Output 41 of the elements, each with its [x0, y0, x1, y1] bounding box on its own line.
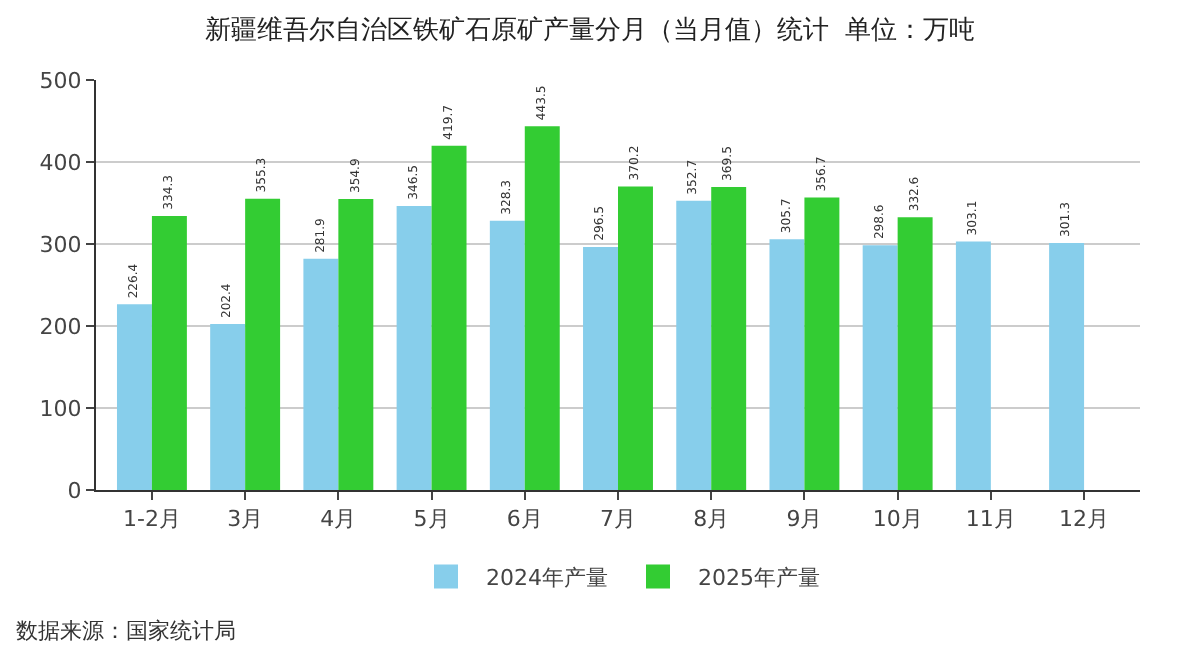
bar	[711, 187, 747, 490]
bar	[769, 239, 805, 490]
bar	[151, 215, 187, 490]
bar	[431, 145, 467, 490]
x-tick-label: 3月	[227, 506, 264, 533]
bar	[303, 258, 339, 490]
legend-label: 2024年产量	[486, 564, 608, 591]
bar	[955, 241, 991, 490]
bar	[116, 304, 152, 490]
x-tick-label: 1-2月	[122, 506, 181, 533]
bar	[396, 205, 432, 490]
bar	[210, 324, 246, 490]
x-tick-label: 12月	[1059, 506, 1110, 533]
bar	[245, 198, 281, 490]
y-tick-label: 400	[39, 149, 82, 176]
bar	[524, 126, 560, 490]
x-tick-label: 6月	[506, 506, 543, 533]
y-tick-label: 200	[39, 313, 82, 340]
bar	[1049, 242, 1085, 490]
chart-title: 新疆维吾尔自治区铁矿石原矿产量分月（当月值）统计 单位：万吨	[204, 16, 976, 46]
x-tick-label: 10月	[872, 506, 923, 533]
y-tick-label: 100	[39, 395, 82, 422]
bar	[897, 217, 933, 490]
x-tick-label: 9月	[786, 506, 823, 533]
bar	[338, 198, 374, 490]
bar	[676, 200, 712, 490]
bar	[618, 186, 653, 490]
bar	[862, 245, 898, 490]
x-tick-label: 11月	[965, 506, 1016, 533]
bar	[583, 246, 618, 490]
x-tick-label: 4月	[320, 506, 357, 533]
x-tick-label: 8月	[693, 506, 730, 533]
bar	[489, 220, 525, 490]
x-tick-label: 5月	[413, 506, 450, 533]
legend-label: 2025年产量	[698, 564, 820, 591]
bar	[804, 197, 840, 490]
x-tick-label: 7月	[600, 506, 636, 533]
y-tick-label: 500	[39, 67, 82, 94]
source-note: 数据来源：国家统计局	[16, 618, 236, 644]
y-tick-label: 300	[39, 231, 82, 258]
y-tick-label: 0	[67, 477, 82, 504]
